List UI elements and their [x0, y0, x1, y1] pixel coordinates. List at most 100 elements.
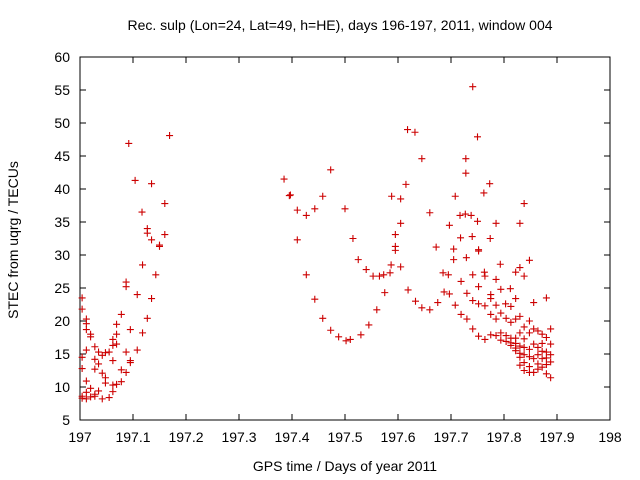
data-point	[525, 256, 533, 264]
data-point	[440, 288, 448, 296]
x-tick-label: 198	[598, 429, 622, 445]
data-point	[426, 306, 434, 314]
data-point	[516, 312, 524, 320]
y-tick-label: 25	[54, 280, 70, 296]
data-point	[530, 355, 538, 363]
data-point	[375, 272, 383, 280]
data-point	[91, 365, 99, 373]
data-point	[507, 302, 515, 310]
data-point	[486, 180, 494, 188]
data-point	[474, 217, 481, 225]
data-point	[109, 388, 117, 396]
data-series	[78, 83, 555, 403]
data-point	[391, 246, 399, 254]
data-point	[293, 236, 301, 244]
data-point	[148, 236, 156, 244]
data-point	[391, 231, 399, 239]
data-point	[469, 297, 477, 305]
data-point	[547, 374, 555, 382]
data-point	[538, 339, 546, 347]
data-point	[462, 254, 470, 262]
data-point	[461, 210, 469, 218]
data-point	[161, 231, 169, 239]
data-point	[502, 300, 510, 308]
data-point	[462, 169, 470, 177]
y-tick-label: 35	[54, 214, 70, 230]
data-point	[161, 200, 169, 208]
data-point	[547, 358, 555, 366]
data-point	[138, 208, 146, 216]
data-point	[456, 211, 464, 219]
data-point	[109, 341, 117, 349]
data-point	[512, 315, 520, 323]
data-point	[122, 348, 130, 356]
data-point	[380, 271, 388, 279]
data-point	[502, 314, 510, 322]
data-point	[327, 326, 335, 334]
data-point	[516, 353, 524, 361]
data-point	[87, 393, 95, 401]
y-tick-label: 10	[54, 379, 70, 395]
y-axis-label: STEC from uqrg / TECUs	[5, 161, 21, 319]
data-point	[512, 295, 520, 303]
x-tick-label: 197.3	[221, 429, 256, 445]
data-point	[481, 302, 489, 310]
x-tick-label: 197.2	[168, 429, 203, 445]
chart-title: Rec. sulp (Lon=24, Lat=49, h=HE), days 1…	[127, 17, 552, 33]
data-point	[530, 325, 538, 333]
data-point	[492, 219, 500, 227]
data-point	[516, 329, 524, 337]
data-point	[426, 209, 434, 217]
data-point	[530, 368, 538, 376]
data-point	[542, 354, 550, 362]
data-point	[349, 235, 357, 242]
y-tick-label: 45	[54, 148, 70, 164]
data-point	[82, 395, 90, 403]
data-point	[397, 219, 405, 227]
data-point	[82, 377, 90, 385]
data-point	[117, 378, 125, 386]
data-point	[122, 368, 130, 376]
data-point	[512, 347, 520, 355]
data-point	[497, 336, 505, 344]
x-tick-label: 197.8	[486, 429, 521, 445]
x-tick-label: 197.5	[327, 429, 362, 445]
data-point	[475, 247, 483, 255]
data-point	[131, 176, 139, 184]
data-point	[78, 365, 86, 373]
data-point	[78, 353, 86, 361]
data-point	[475, 300, 483, 308]
data-point	[434, 299, 442, 307]
data-point	[525, 317, 533, 325]
data-point	[439, 269, 447, 277]
y-tick-label: 20	[54, 313, 70, 329]
data-point	[457, 277, 465, 285]
data-point	[520, 272, 528, 280]
y-tick-label: 30	[54, 247, 70, 263]
data-point	[506, 285, 514, 293]
data-point	[418, 155, 426, 163]
data-point	[346, 335, 354, 343]
y-tick-label: 55	[54, 82, 70, 98]
data-point	[481, 335, 489, 343]
data-point	[139, 329, 147, 337]
data-point	[91, 343, 99, 351]
data-point	[302, 271, 310, 279]
data-point	[133, 291, 141, 299]
data-point	[319, 192, 327, 200]
data-point	[469, 271, 477, 279]
x-tick-label: 197.6	[380, 429, 415, 445]
data-point	[148, 295, 156, 303]
data-point	[492, 301, 500, 309]
data-point	[386, 269, 394, 277]
data-point	[525, 353, 533, 361]
data-point	[475, 332, 483, 340]
data-point	[520, 200, 528, 208]
data-point	[520, 343, 528, 351]
data-point	[122, 283, 130, 291]
data-point	[388, 192, 396, 200]
data-point	[113, 340, 121, 348]
data-point	[82, 346, 90, 354]
data-point	[432, 243, 440, 251]
x-tick-label: 197	[68, 429, 92, 445]
